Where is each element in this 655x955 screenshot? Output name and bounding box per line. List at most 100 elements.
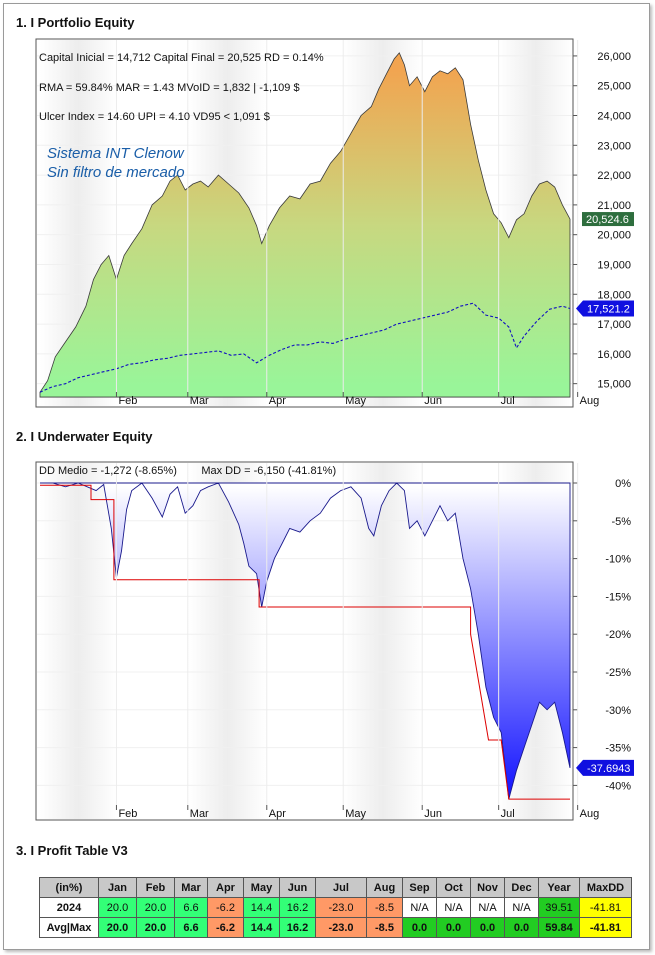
equity-stats-line-3: Ulcer Index = 14.60 UPI = 4.10 VD95 < 1,… <box>39 111 270 123</box>
y-tick-label: -10% <box>605 554 631 566</box>
table-cell: -6.2 <box>207 897 244 918</box>
table-cell: 39.51 <box>538 897 580 918</box>
y-tick-label: 0% <box>615 478 631 490</box>
system-name-annotation: Sistema INT Clenow <box>47 145 185 162</box>
y-tick-label: -30% <box>605 705 631 717</box>
y-tick-label: 21,000 <box>597 200 631 212</box>
equity-last-value: 20,524.6 <box>586 214 629 226</box>
y-tick-label: -35% <box>605 743 631 755</box>
x-tick-label: Feb <box>118 808 137 820</box>
column-header: May <box>243 877 280 898</box>
table-cell: -23.0 <box>315 897 367 918</box>
equity-last-value-tag: 20,524.6 <box>582 212 634 227</box>
x-tick-label: Feb <box>118 395 137 407</box>
profit-table: (in%) Jan Feb Mar Apr May Jun Jul Aug Sep Oct Nov De… <box>39 877 632 938</box>
x-tick-label: Mar <box>190 808 209 820</box>
x-tick-label: Jun <box>424 808 442 820</box>
table-cell: -8.5 <box>366 917 403 938</box>
benchmark-line <box>39 302 571 393</box>
column-header: Jan <box>98 877 137 898</box>
underwater-stats: DD Medio = -1,272 (-8.65%) Max DD = -6,1… <box>39 465 336 477</box>
drawdown-area <box>40 482 571 800</box>
x-tick-label: Aug <box>580 808 600 820</box>
table-cell: 20.0 <box>98 897 137 918</box>
y-tick-label: -40% <box>605 780 631 792</box>
table-cell: -41.81 <box>579 917 632 938</box>
table-cell: 0.0 <box>402 917 437 938</box>
y-tick-label: -25% <box>605 667 631 679</box>
benchmark-last-value: 17,521.2 <box>587 304 630 316</box>
column-header: Feb <box>136 877 175 898</box>
column-header: Nov <box>470 877 505 898</box>
profit-section-title: 3. I Profit Table V3 <box>16 843 128 858</box>
x-tick-label: Jul <box>501 808 515 820</box>
drawdown-last-value: -37.6943 <box>587 763 630 775</box>
underwater-equity-chart: 0% -5% -10% -15% -20% -25% -30% -35% -40% Feb Mar… <box>35 461 634 821</box>
table-cell: 14.4 <box>243 897 280 918</box>
y-tick-label: 26,000 <box>597 51 631 63</box>
portfolio-equity-chart: 26,000 25,000 24,000 23,000 22,000 21,000 20,0… <box>35 38 634 408</box>
table-cell: -8.5 <box>366 897 403 918</box>
table-cell: N/A <box>504 897 539 918</box>
table-cell: N/A <box>402 897 437 918</box>
table-cell: 14.4 <box>243 917 280 938</box>
table-cell: N/A <box>436 897 471 918</box>
y-tick-label: 24,000 <box>597 111 631 123</box>
month-band <box>40 463 117 819</box>
equity-stats-line-2: RMA = 59.84% MAR = 1.43 MVoID = 1,832 | … <box>39 82 300 94</box>
column-header: MaxDD <box>579 877 632 898</box>
table-cell: 0.0 <box>470 917 505 938</box>
y-tick-label: 17,000 <box>597 319 631 331</box>
table-row: Avg|Max 20.0 20.0 6.6 -6.2 14.4 16.2 -23.0 -8.5 0… <box>39 917 632 938</box>
market-filter-annotation: Sin filtro de mercado <box>47 164 185 181</box>
column-header: Sep <box>402 877 437 898</box>
table-cell: 20.0 <box>136 917 175 938</box>
y-tick-label: 15,000 <box>597 379 631 391</box>
table-cell: -6.2 <box>207 917 244 938</box>
y-tick-label: 19,000 <box>597 259 631 271</box>
x-tick-label: Apr <box>269 395 286 407</box>
column-header: Aug <box>366 877 403 898</box>
equity-area <box>39 52 571 398</box>
table-cell: N/A <box>470 897 505 918</box>
table-cell: 6.6 <box>174 917 208 938</box>
table-row: 2024 20.0 20.0 6.6 -6.2 14.4 16.2 -23.0 -8.5 N/A N… <box>39 897 632 918</box>
x-tick-label: May <box>345 808 366 820</box>
x-tick-label: May <box>345 395 366 407</box>
table-cell: 16.2 <box>279 917 316 938</box>
underwater-section-title: 2. I Underwater Equity <box>16 429 153 444</box>
equity-stats-line-1: Capital Inicial = 14,712 Capital Final =… <box>39 52 324 64</box>
table-cell: 59.84 <box>538 917 580 938</box>
y-tick-label: 22,000 <box>597 170 631 182</box>
x-tick-label: Jun <box>424 395 442 407</box>
column-header: Apr <box>207 877 244 898</box>
column-header: Mar <box>174 877 208 898</box>
table-cell: 20.0 <box>136 897 175 918</box>
y-tick-label: 18,000 <box>597 289 631 301</box>
column-header: Jun <box>279 877 316 898</box>
table-cell: 16.2 <box>279 897 316 918</box>
benchmark-last-value-tag: 17,521.2 <box>576 300 634 317</box>
drawdown-last-value-tag: -37.6943 <box>576 759 634 776</box>
table-cell: 20.0 <box>98 917 137 938</box>
max-drawdown-line <box>40 484 570 800</box>
x-tick-label: Apr <box>269 808 286 820</box>
column-header: Dec <box>504 877 539 898</box>
row-label: Avg|Max <box>39 917 99 938</box>
table-cell: 0.0 <box>436 917 471 938</box>
column-header: (in%) <box>39 877 99 898</box>
column-header: Year <box>538 877 580 898</box>
y-tick-label: 16,000 <box>597 349 631 361</box>
y-tick-label: -15% <box>605 591 631 603</box>
table-cell: 6.6 <box>174 897 208 918</box>
table-cell: -41.81 <box>579 897 632 918</box>
equity-section-title: 1. I Portfolio Equity <box>16 15 135 30</box>
table-cell: -23.0 <box>315 917 367 938</box>
y-tick-label: 25,000 <box>597 81 631 93</box>
y-tick-label: 23,000 <box>597 140 631 152</box>
y-tick-label: 20,000 <box>597 230 631 242</box>
column-header: Jul <box>315 877 367 898</box>
x-tick-label: Jul <box>501 395 515 407</box>
x-tick-label: Mar <box>190 395 209 407</box>
y-tick-label: -5% <box>611 516 631 528</box>
